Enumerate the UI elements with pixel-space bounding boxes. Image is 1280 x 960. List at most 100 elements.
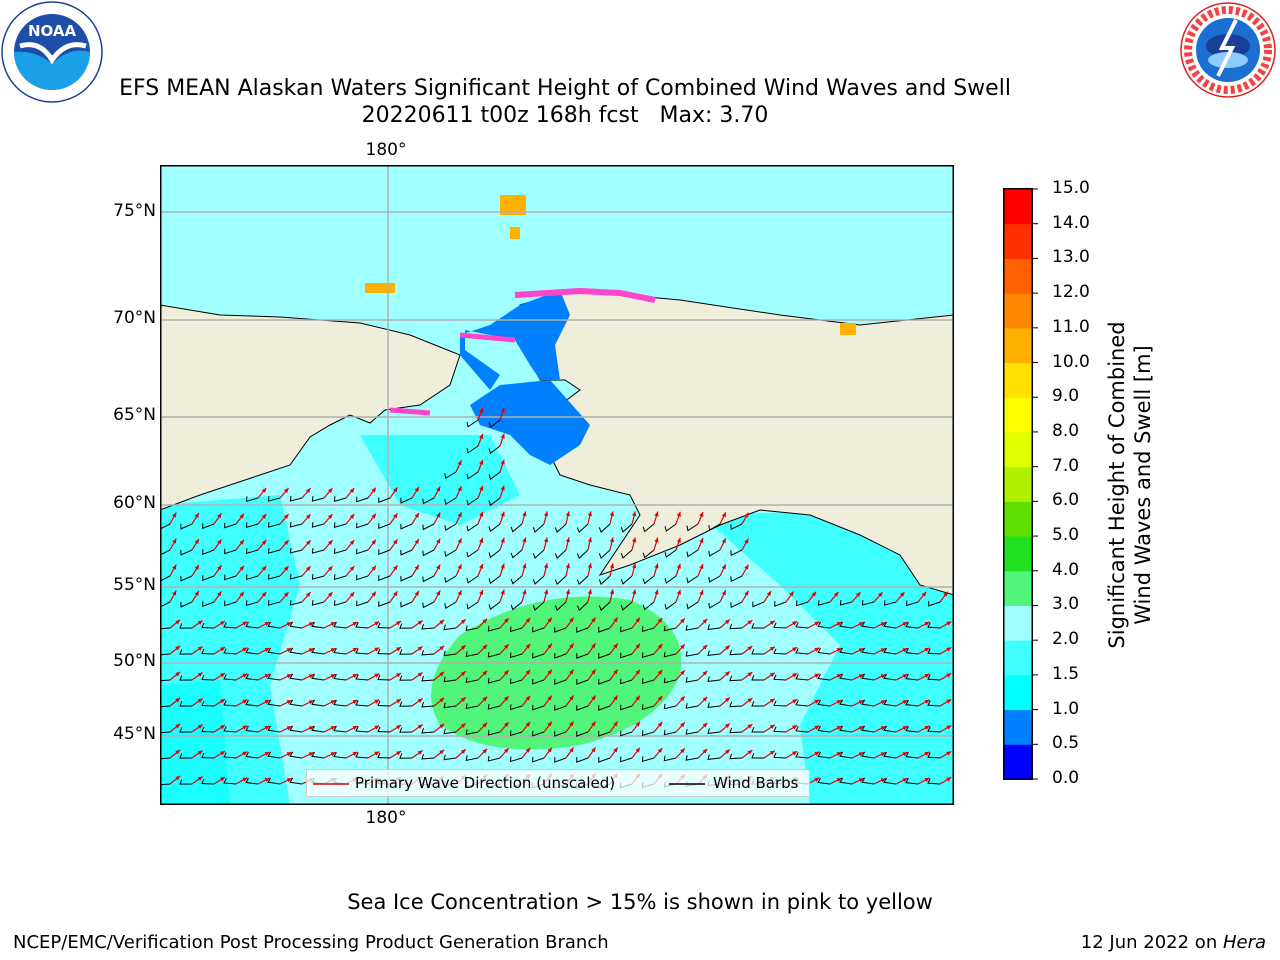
wave-direction-arrowhead xyxy=(175,619,181,625)
wind-barb xyxy=(421,701,435,708)
wave-direction-arrowhead xyxy=(264,726,270,731)
wind-barb xyxy=(289,621,303,629)
wave-direction-arrowhead xyxy=(439,671,445,677)
wind-barb xyxy=(160,653,171,656)
wave-direction-arrowhead xyxy=(943,591,948,597)
wave-direction-arrowhead xyxy=(503,618,509,624)
wind-barb xyxy=(927,752,941,759)
wave-direction-arrowhead xyxy=(242,673,248,678)
wave-direction-arrowhead xyxy=(242,647,248,652)
colorbar-tick-label: 0.0 xyxy=(1052,768,1080,788)
wave-direction-arrowhead xyxy=(569,669,574,675)
colorbar-band xyxy=(1004,258,1032,294)
wind-barb xyxy=(620,626,633,633)
wind-barb xyxy=(245,548,259,554)
wind-barb xyxy=(160,575,171,582)
wave-direction-arrowhead xyxy=(417,750,423,755)
wind-barb xyxy=(927,778,941,785)
wave-direction-arrowhead xyxy=(239,591,244,597)
wind-barb xyxy=(598,549,611,559)
wind-barb xyxy=(620,523,633,533)
wave-direction-arrowhead xyxy=(479,459,484,465)
wave-direction-arrowhead xyxy=(217,539,222,545)
wind-barb xyxy=(223,726,237,733)
ice-patch-east xyxy=(840,323,856,335)
wave-direction-arrowhead xyxy=(352,725,358,731)
wind-barb xyxy=(466,445,479,454)
wind-barb-legend-swatch xyxy=(669,783,705,785)
wind-barb xyxy=(927,648,941,655)
wind-barb xyxy=(730,575,743,583)
wave-direction-arrowhead xyxy=(352,751,358,757)
wind-barb xyxy=(488,471,501,481)
wind-barb xyxy=(378,601,391,607)
wave-direction-arrowhead xyxy=(220,751,226,756)
wind-barb xyxy=(466,471,479,480)
ice-patch-west xyxy=(365,283,395,293)
wind-barb xyxy=(160,679,171,682)
wind-barb xyxy=(509,704,523,711)
wind-barb xyxy=(861,777,875,785)
wind-barb xyxy=(488,419,501,429)
wind-barb xyxy=(444,471,457,479)
wind-barb xyxy=(641,730,655,736)
wind-barb xyxy=(554,627,567,633)
wind-barb xyxy=(576,757,589,763)
wind-barb xyxy=(201,648,215,655)
wind-barb xyxy=(532,678,545,685)
wind-barb xyxy=(905,752,919,759)
wind-barb xyxy=(444,523,457,531)
colorbar-band xyxy=(1004,605,1032,641)
wind-barb xyxy=(839,647,853,655)
wind-barb xyxy=(487,755,501,762)
wave-direction-arrowhead xyxy=(194,512,199,518)
wind-barb xyxy=(708,575,721,583)
wind-barb xyxy=(663,677,677,684)
wind-barb xyxy=(311,522,325,528)
wind-barb xyxy=(444,575,457,583)
colorbar-band xyxy=(1004,570,1032,606)
wind-barb xyxy=(400,601,413,608)
wave-direction-arrowhead xyxy=(814,621,820,626)
wind-barb xyxy=(905,600,919,607)
wave-direction-arrowhead xyxy=(946,725,952,730)
wave-direction-arrowhead xyxy=(327,488,333,493)
wind-barb xyxy=(905,622,919,629)
wave-direction-arrowhead xyxy=(436,486,441,492)
wind-barb xyxy=(532,575,545,585)
wave-direction-arrowhead xyxy=(769,672,775,678)
wave-direction-arrowhead xyxy=(352,647,358,653)
wind-barb xyxy=(400,549,413,556)
wave-direction-arrowhead xyxy=(283,540,289,546)
wave-direction-arrowhead xyxy=(858,752,864,757)
wind-barb xyxy=(245,496,259,502)
colorbar-tick-label: 5.0 xyxy=(1052,525,1080,546)
wind-barb xyxy=(883,600,897,606)
colorbar xyxy=(1003,188,1038,780)
wind-barb xyxy=(333,621,347,629)
wind-barb xyxy=(377,648,391,655)
wind-barb xyxy=(245,751,259,759)
wind-barb xyxy=(311,673,325,681)
wind-barb xyxy=(224,574,237,581)
wave-direction-arrowhead xyxy=(479,563,484,569)
wave-zone-sw xyxy=(160,680,230,805)
wave-direction-arrowhead xyxy=(460,619,466,624)
wind-barb xyxy=(532,626,545,633)
wind-barb xyxy=(576,523,589,534)
wave-direction-arrowhead xyxy=(242,725,248,730)
wave-direction-arrowhead xyxy=(924,751,930,756)
wind-barb xyxy=(861,621,875,629)
wind-barb xyxy=(179,675,193,681)
wave-direction-arrowhead xyxy=(439,619,445,625)
wave-direction-arrowhead xyxy=(500,407,505,413)
wind-barb xyxy=(773,752,787,759)
wave-direction-arrowhead xyxy=(744,564,749,570)
wave-direction-arrowhead xyxy=(836,726,842,731)
wave-direction-arrowhead xyxy=(500,563,505,569)
colorbar-band xyxy=(1004,223,1032,259)
wave-direction-arrowhead xyxy=(858,778,864,783)
wave-zone-high xyxy=(431,596,682,750)
wind-barb xyxy=(707,754,721,760)
wave-direction-arrowhead xyxy=(220,621,226,626)
